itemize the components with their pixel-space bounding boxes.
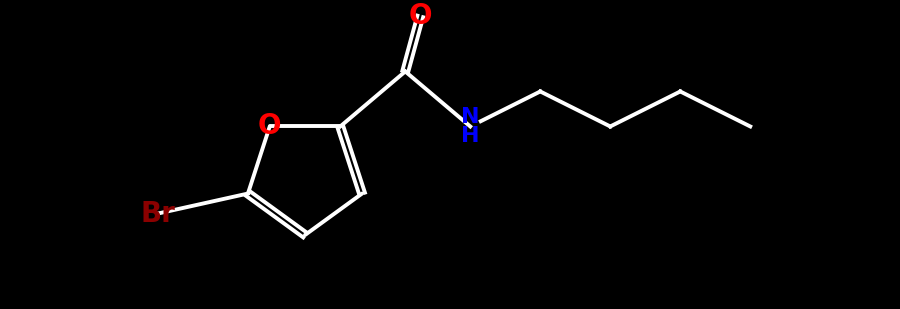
Text: O: O bbox=[258, 112, 282, 141]
Text: O: O bbox=[409, 2, 432, 31]
Text: Br: Br bbox=[140, 200, 176, 227]
Text: N
H: N H bbox=[461, 107, 480, 146]
